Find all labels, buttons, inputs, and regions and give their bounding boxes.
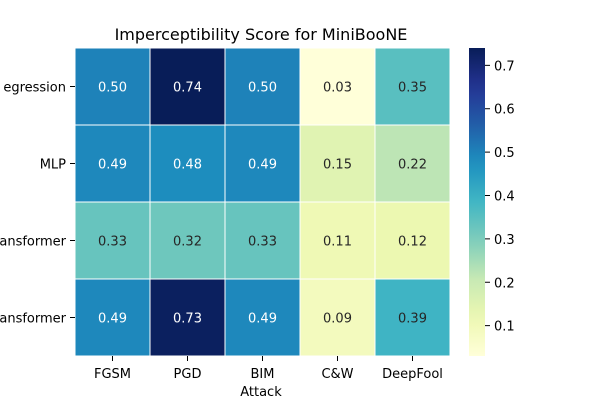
cell-value-label: 0.33 <box>98 235 127 250</box>
heatmap-cell <box>374 201 451 280</box>
cell-value-label: 0.48 <box>173 158 202 173</box>
heatmap-cell <box>149 47 226 126</box>
cell-value-label: 0.32 <box>173 235 202 250</box>
colorbar-tick-label: 0.2 <box>494 276 515 291</box>
cell-value-label: 0.12 <box>398 235 427 250</box>
cell-value-label: 0.22 <box>398 158 427 173</box>
colorbar-tick-label: 0.7 <box>494 59 515 74</box>
heatmap-cell <box>224 278 301 357</box>
colorbar-tick-label: 0.5 <box>494 146 515 161</box>
heatmap-cell <box>149 278 226 357</box>
cell-value-label: 0.49 <box>248 312 277 327</box>
y-tick-label: MLP <box>40 158 66 173</box>
cell-value-label: 0.49 <box>248 158 277 173</box>
cell-value-label: 0.03 <box>323 81 352 96</box>
cell-value-label: 0.39 <box>398 312 427 327</box>
heatmap-cell <box>224 47 301 126</box>
y-tick-label: egression <box>3 81 66 96</box>
x-tick-label: FGSM <box>94 367 131 382</box>
heatmap-cell <box>149 201 226 280</box>
x-tick-label: C&W <box>321 367 353 382</box>
heatmap-cell <box>299 47 376 126</box>
chart-title: Imperceptibility Score for MiniBooNE <box>115 25 408 44</box>
x-axis-label: Attack <box>240 385 282 400</box>
heatmap-cell <box>74 47 151 126</box>
x-tick-label: DeepFool <box>382 367 443 382</box>
y-tick-label: ansformer <box>0 312 67 327</box>
x-tick-label: PGD <box>174 367 202 382</box>
x-tick-label: BIM <box>251 367 275 382</box>
colorbar-tick-label: 0.6 <box>494 103 515 118</box>
heatmap-cell <box>224 124 301 203</box>
heatmap-cells: 0.50 0.74 0.50 0.03 0.35 0.49 0.48 0.49 0.15 0.22… <box>74 47 451 357</box>
colorbar-tick-label: 0.3 <box>494 233 515 248</box>
colorbar-ticks: 0.1 0.2 0.3 0.4 0.5 0.6 0.7 <box>485 59 515 335</box>
cell-value-label: 0.74 <box>173 81 202 96</box>
heatmap-cell <box>224 201 301 280</box>
cell-value-label: 0.73 <box>173 312 202 327</box>
cell-value-label: 0.15 <box>323 158 352 173</box>
y-tick-labels: egression MLP ansformer ansformer <box>0 81 75 327</box>
heatmap-cell <box>374 124 451 203</box>
heatmap-cell <box>299 278 376 357</box>
cell-value-label: 0.50 <box>248 81 277 96</box>
cell-value-label: 0.11 <box>323 235 352 250</box>
cell-value-label: 0.35 <box>398 81 427 96</box>
heatmap-cell <box>299 201 376 280</box>
heatmap-cell <box>374 278 451 357</box>
colorbar <box>469 48 485 356</box>
y-tick-label: ansformer <box>0 235 67 250</box>
cell-value-label: 0.50 <box>98 81 127 96</box>
x-tick-labels: FGSM PGD BIM C&W DeepFool <box>94 356 443 382</box>
colorbar-tick-label: 0.4 <box>494 189 515 204</box>
heatmap-cell <box>74 124 151 203</box>
cell-value-label: 0.33 <box>248 235 277 250</box>
colorbar-tick-label: 0.1 <box>494 320 515 335</box>
cell-value-label: 0.09 <box>323 312 352 327</box>
cell-value-label: 0.49 <box>98 312 127 327</box>
heatmap-cell <box>374 47 451 126</box>
cell-value-label: 0.49 <box>98 158 127 173</box>
